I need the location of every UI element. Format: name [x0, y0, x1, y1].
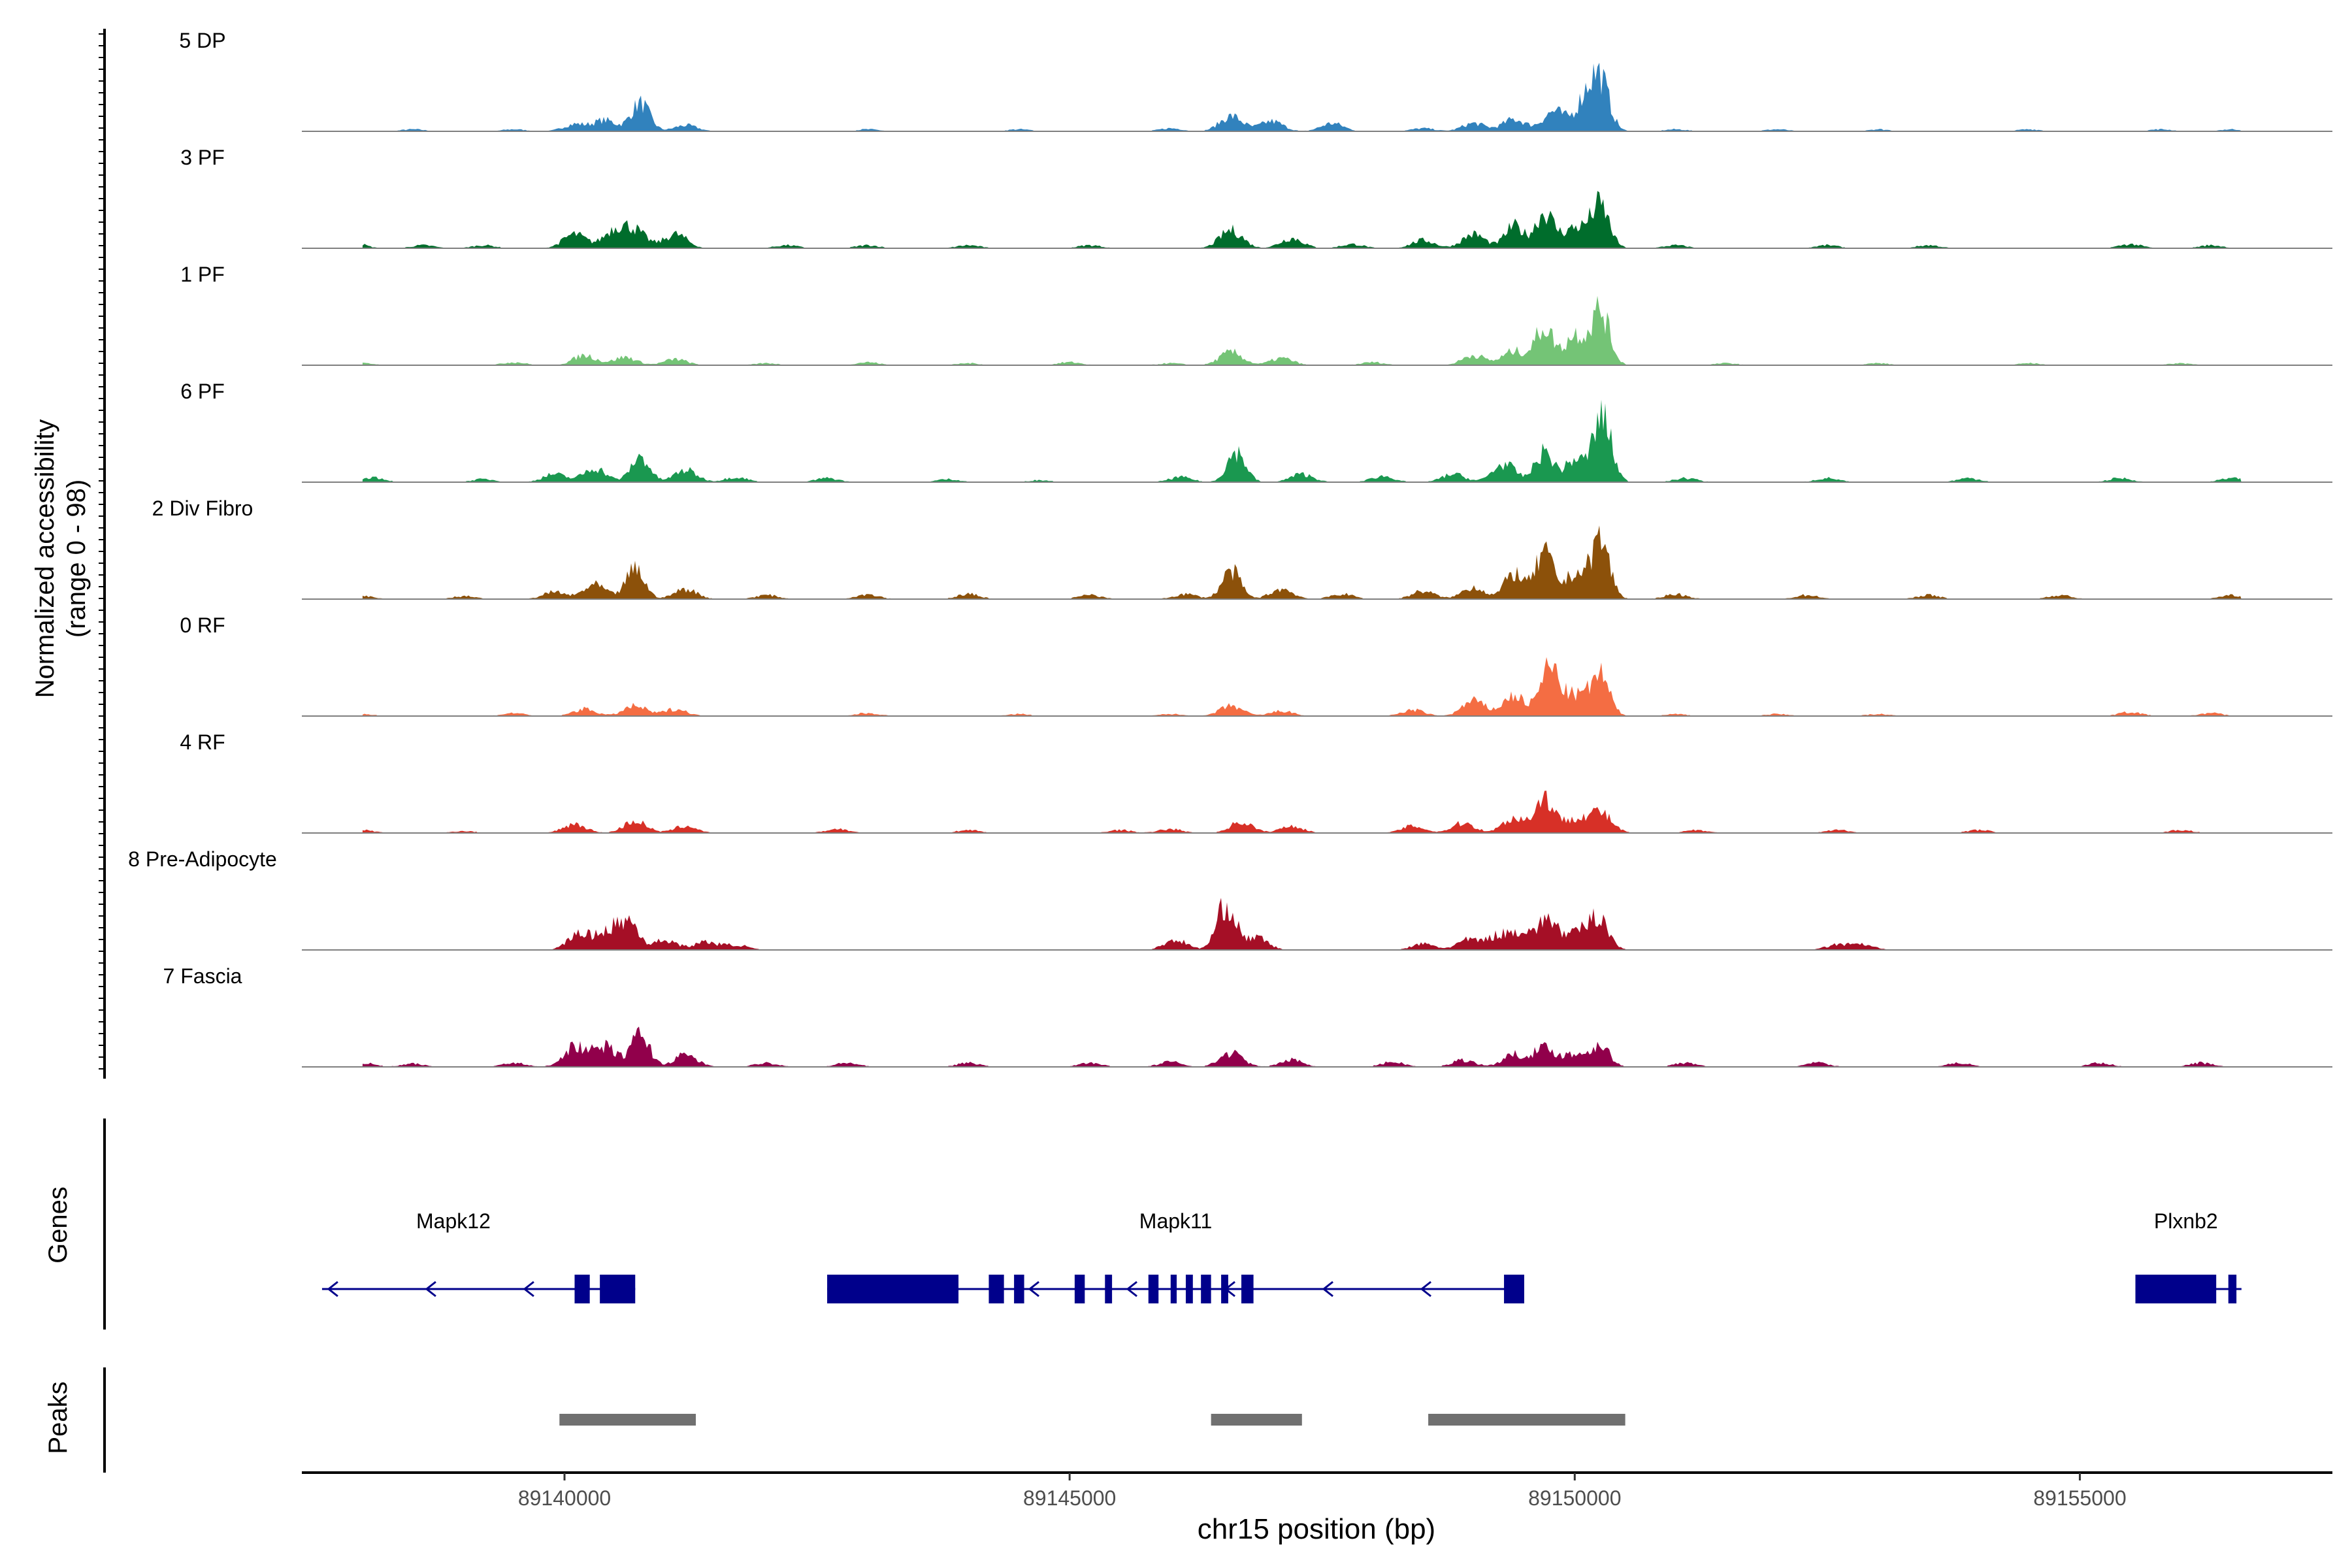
genes-panel-label: Genes: [44, 1186, 73, 1264]
exon: [2135, 1275, 2217, 1303]
track-label: 8 Pre-Adipocyte: [128, 847, 277, 871]
track-7-fascia: 7 Fascia: [163, 964, 2332, 1068]
strand-arrow: [1028, 1281, 1039, 1298]
exon: [1185, 1275, 1193, 1303]
y-axis-label-line2: (range 0 - 98): [62, 480, 91, 638]
peak-region: [559, 1414, 696, 1426]
peaks-panel-label: Peaks: [44, 1381, 73, 1454]
exon: [988, 1275, 1004, 1303]
track-1-pf: 1 PF: [180, 263, 2332, 366]
exon: [1241, 1275, 1254, 1303]
track-0-rf: 0 RF: [180, 613, 2332, 717]
x-tick-label: 89150000: [1528, 1486, 1621, 1510]
gene-plxnb2: Plxnb2: [2135, 1209, 2242, 1303]
track-label: 7 Fascia: [163, 964, 242, 988]
track-2-div-fibro: 2 Div Fibro: [152, 497, 2332, 600]
strand-arrow: [425, 1281, 436, 1298]
x-tick-label: 89145000: [1023, 1486, 1116, 1510]
peak-panel: [103, 1367, 1625, 1473]
track-signal-area: [362, 295, 2242, 365]
track-label: 4 RF: [180, 730, 225, 754]
x-tick-label: 89140000: [518, 1486, 611, 1510]
exon: [1105, 1275, 1113, 1303]
track-label: 1 PF: [180, 263, 225, 286]
track-signal-area: [362, 63, 2242, 131]
track-signal-area: [362, 191, 2242, 248]
peak-region: [1428, 1414, 1625, 1426]
exon: [1074, 1275, 1085, 1303]
exon: [574, 1275, 590, 1303]
exon: [1201, 1275, 1211, 1303]
exon: [600, 1275, 636, 1303]
strand-arrow: [1420, 1281, 1431, 1298]
track-label: 3 PF: [180, 146, 225, 169]
track-label: 5 DP: [179, 29, 225, 52]
exon: [2228, 1275, 2237, 1303]
track-5-dp: 5 DP: [179, 29, 2332, 132]
track-8-pre-adipocyte: 8 Pre-Adipocyte: [128, 847, 2332, 951]
x-axis-label: chr15 position (bp): [1198, 1513, 1435, 1545]
exon: [1221, 1275, 1228, 1303]
track-signal-area: [362, 399, 2242, 482]
y-axis: [99, 29, 106, 1079]
gene-name-label: Mapk11: [1139, 1209, 1212, 1233]
exon: [1170, 1275, 1177, 1303]
gene-name-label: Plxnb2: [2154, 1209, 2218, 1233]
track-signal-area: [362, 525, 2242, 599]
track-signal-area: [362, 1026, 2242, 1067]
track-signal-area: [362, 791, 2242, 833]
track-6-pf: 6 PF: [180, 380, 2332, 483]
track-4-rf: 4 RF: [180, 730, 2332, 834]
track-3-pf: 3 PF: [180, 146, 2332, 249]
exon: [1504, 1275, 1524, 1303]
y-axis-label-line1: Normalized accessibility: [31, 419, 59, 698]
accessibility-tracks: 5 DP 3 PF 1 PF 6 PF 2 Div Fibro 0 RF 4 RF 8 Pre…: [99, 29, 2332, 1079]
gene-mapk12: Mapk12: [321, 1209, 636, 1303]
gene-annotation-panel: Mapk12 Mapk11 Plxnb2: [103, 1119, 2242, 1330]
exon: [827, 1275, 959, 1303]
track-signal-area: [362, 657, 2242, 716]
x-tick-label: 89155000: [2033, 1486, 2126, 1510]
peak-region: [1211, 1414, 1302, 1426]
exon: [1148, 1275, 1159, 1303]
track-label: 0 RF: [180, 613, 225, 637]
strand-arrow: [1322, 1281, 1333, 1298]
exon: [1014, 1275, 1024, 1303]
track-signal-area: [362, 898, 2242, 950]
x-axis: 89140000 89145000 89150000 89155000: [302, 1471, 2332, 1510]
strand-arrow: [327, 1281, 338, 1298]
gene-name-label: Mapk12: [416, 1209, 491, 1233]
strand-arrow: [1126, 1281, 1137, 1298]
strand-arrow: [523, 1281, 534, 1298]
track-label: 6 PF: [180, 380, 225, 403]
track-label: 2 Div Fibro: [152, 497, 253, 520]
gene-mapk11: Mapk11: [827, 1209, 1524, 1303]
